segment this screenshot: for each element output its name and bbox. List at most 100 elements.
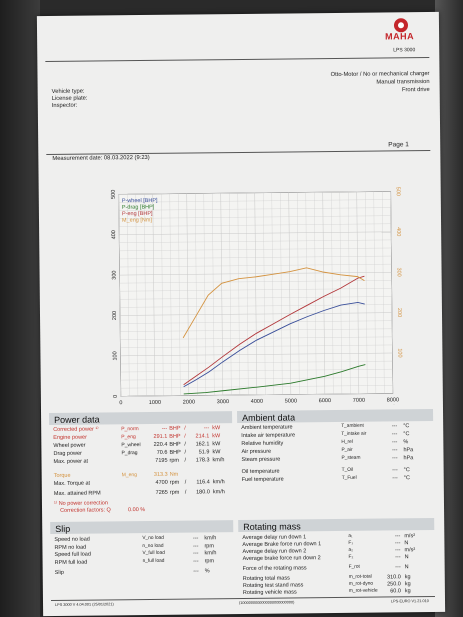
series-line-2 <box>183 275 365 386</box>
ambient-row-label: Oil temperature <box>241 468 280 476</box>
power-row-value2: 162.1 <box>195 441 210 448</box>
power-row-unit2: kW <box>212 441 221 448</box>
rotating-row-symbol: a₁ <box>348 533 353 539</box>
max-torque-value2: 116.4 <box>196 479 210 486</box>
power-data-header: Power data <box>49 411 233 426</box>
slip-row-value: --- <box>192 535 199 542</box>
grid-line-y <box>120 352 393 357</box>
torque-symbol: M_eng <box>121 472 138 479</box>
max-torque-label: Max. Torque at <box>53 480 91 487</box>
power-row-unit2: kW <box>212 449 221 456</box>
power-row-separator: / <box>184 449 187 456</box>
grid-line-x <box>144 194 147 396</box>
y-tick-label-left: 200 <box>112 311 118 320</box>
ambient-row-label: Relative humidity <box>241 440 284 448</box>
y-tick-label-right: 400 <box>395 227 401 236</box>
power-row-separator: / <box>184 433 186 440</box>
power-row-value2: --- <box>203 425 210 432</box>
ambient-row-unit: °C <box>403 475 410 482</box>
rotating-row-label: Average Brake force run down 1 <box>242 541 322 548</box>
legend-entry: P-eng [BHP] <box>122 211 153 217</box>
x-tick-label: 2000 <box>183 399 195 405</box>
grid-line-x <box>127 194 130 397</box>
ambient-row-label: Fuel temperature <box>241 476 284 484</box>
slip-row-label: RPM no load <box>54 544 87 551</box>
correction-factors: Correction factors: Q <box>60 507 111 514</box>
x-tick-label: 3000 <box>217 399 229 405</box>
header-rule <box>45 57 430 63</box>
grid-line-y <box>120 320 393 324</box>
grid-line-x <box>297 192 300 395</box>
grid-line-y <box>120 336 393 340</box>
x-tick-label: 4000 <box>251 399 263 405</box>
power-row-unit1: BHP <box>169 433 181 440</box>
ambient-row-symbol: T_ambient <box>341 423 364 429</box>
grid-line-y <box>119 288 392 292</box>
grid-line-x <box>246 192 249 395</box>
report-sheet: MAHA LPS 3000 Otto-Motor / No or mechani… <box>36 11 446 617</box>
ambient-row-symbol: P_steam <box>341 455 361 461</box>
slip-row-value: --- <box>193 557 199 565</box>
power-data-title: Power data <box>54 414 100 425</box>
x-tick-label: 0 <box>119 400 122 406</box>
slip-row-unit: km/h <box>204 550 217 557</box>
power-row-label: Drag power <box>53 450 82 457</box>
footer-mid: (1000000000000000000000000) <box>239 600 295 606</box>
max-rpm-value1: 7265 <box>155 489 168 496</box>
power-row-unit2: km/h <box>212 457 225 464</box>
grid-line-x <box>169 193 173 396</box>
y-tick-label-left: 500 <box>111 190 117 199</box>
rotating-row-unit: m/s² <box>404 547 416 554</box>
power-row-unit2: kW <box>212 425 221 432</box>
grid-line-x <box>118 194 122 397</box>
rotating-mass-title: Rotating mass <box>243 521 301 532</box>
slip-row-label: Slip <box>54 569 64 576</box>
grid-line-x <box>152 193 156 396</box>
rotating-row-value: 60.0 <box>390 588 401 595</box>
inspector-label: Inspector: <box>51 102 78 109</box>
power-row-value2: 214.1 <box>195 433 210 440</box>
ambient-row-label: Ambient temperature <box>241 424 293 432</box>
footer-left: LPS 3000 V 4.04.001 (25/01/2021) <box>55 602 114 607</box>
slip-header: Slip <box>50 520 234 535</box>
rotating-row-value: --- <box>395 554 401 561</box>
rotating-mass-header: Rotating mass <box>238 517 435 533</box>
slip-row-symbol: n_no load <box>142 543 164 549</box>
rotating-row-unit: kg <box>404 581 411 588</box>
grid-line-x <box>314 192 317 395</box>
slip-row-label: Speed no load <box>54 536 90 543</box>
page-number: Page 1 <box>388 141 409 149</box>
grid-line-x <box>305 192 308 395</box>
ambient-row-value: --- <box>392 475 398 482</box>
rotating-row-unit: kg <box>404 574 411 581</box>
rotating-row-symbol: F_rot <box>348 564 360 570</box>
slip-row-unit: rpm <box>204 542 214 549</box>
grid-line-x <box>203 193 207 396</box>
torque-value: 313.3 <box>153 471 168 478</box>
grid-line-x <box>348 191 351 394</box>
max-torque-separator: / <box>184 479 187 486</box>
grid-line-x <box>229 193 232 396</box>
slip-row-value: --- <box>192 542 199 550</box>
maha-logo: MAHA <box>385 18 419 46</box>
grid-line-y <box>118 207 391 211</box>
grid-line-x <box>288 192 292 395</box>
grid-line-y <box>120 360 393 365</box>
power-row-symbol: P_eng <box>121 434 136 441</box>
rotating-mass-rows: Average delay run down 1 a₁ --- m/s² Average… <box>37 12 439 596</box>
power-data-rows: Corrected power ¹⁾ P_norm --- BHP / --- kW Engi… <box>37 12 439 514</box>
slip-row-label: Speed full load <box>54 551 91 558</box>
grid-line-x <box>365 191 368 394</box>
ambient-row-symbol: T_intake air <box>341 431 367 437</box>
rotating-row-value: 250.0 <box>387 581 401 588</box>
power-row-unit1: BHP <box>169 425 181 432</box>
grid-line-x <box>390 191 394 394</box>
rotating-row-symbol: a₂ <box>348 547 354 553</box>
ambient-row-value: --- <box>391 431 398 438</box>
max-rpm-label: Max. attained RPM <box>53 490 101 497</box>
rotating-row-label: Rotating vehicle mass <box>242 589 297 596</box>
grid-line-x <box>186 193 190 396</box>
rotating-row-unit: N <box>404 564 409 571</box>
slip-row-value: --- <box>193 568 199 575</box>
series-line-1 <box>183 364 366 395</box>
